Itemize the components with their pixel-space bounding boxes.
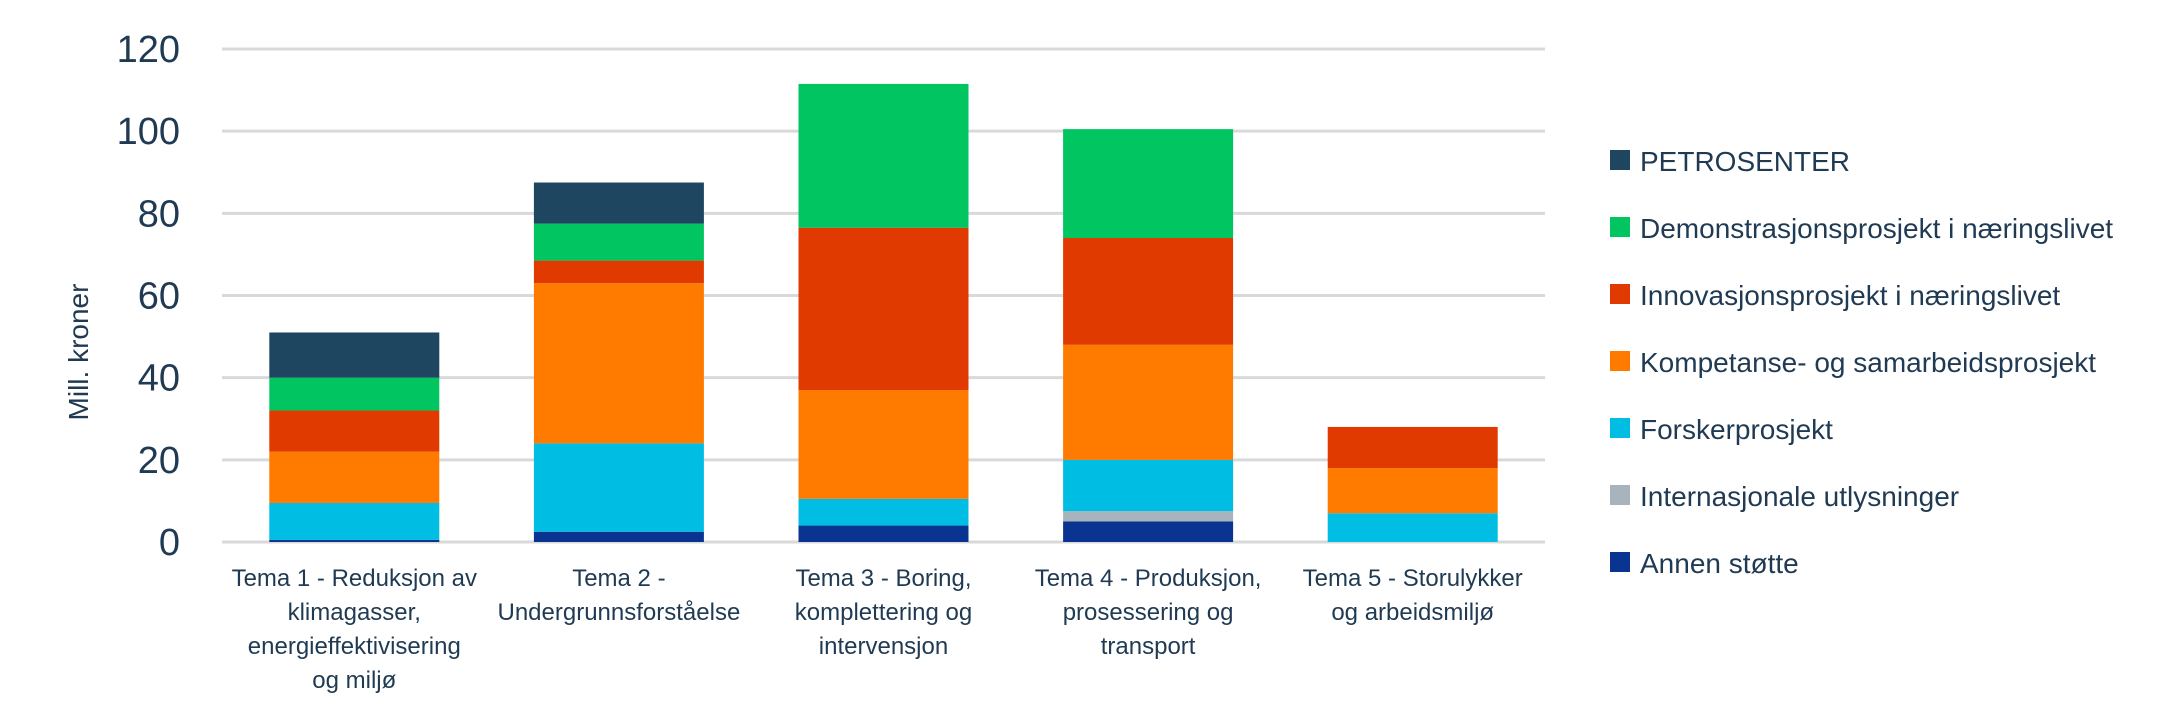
y-tick-label: 100 bbox=[117, 111, 180, 153]
y-axis-ticks: 0 20 40 60 80 100 120 bbox=[117, 29, 180, 564]
y-tick-label: 60 bbox=[138, 276, 180, 318]
bar-segment bbox=[798, 498, 969, 526]
legend-swatch bbox=[1610, 485, 1630, 505]
y-tick-label: 20 bbox=[138, 440, 180, 482]
x-tick-label-line: Tema 3 - Boring, bbox=[795, 565, 971, 592]
bar-segment bbox=[1327, 513, 1498, 542]
bar-segment bbox=[1063, 459, 1234, 512]
bar-segment bbox=[1327, 468, 1498, 514]
legend-entry: Annen støtte bbox=[1640, 548, 1799, 579]
bar-segment bbox=[533, 260, 704, 284]
bar-segment bbox=[533, 443, 704, 532]
bar-segment bbox=[1327, 426, 1498, 469]
x-tick-label-line: intervensjon bbox=[819, 633, 948, 660]
x-tick-label: Tema 4 - Produksjon, prosessering og trans… bbox=[1035, 565, 1262, 660]
legend-entry: Demonstrasjonsprosjekt i næringslivet bbox=[1640, 213, 2113, 244]
y-tick-label: 40 bbox=[138, 358, 180, 400]
x-axis-ticks: Tema 1 - Reduksjon av klimagasser, energie… bbox=[232, 565, 1523, 694]
bar-segment bbox=[1063, 237, 1234, 345]
bar-segment bbox=[533, 283, 704, 444]
x-tick-label-line: Tema 4 - Produksjon, bbox=[1035, 565, 1262, 592]
bar-segment bbox=[798, 525, 969, 542]
x-tick-label: Tema 2 - Undergrunnsforståelse bbox=[497, 565, 740, 626]
bars bbox=[269, 83, 1498, 542]
x-tick-label-line: og arbeidsmiljø bbox=[1331, 599, 1494, 626]
bar-segment bbox=[798, 83, 969, 228]
x-tick-label: Tema 3 - Boring, komplettering og interven… bbox=[795, 565, 972, 660]
legend-entry: Kompetanse- og samarbeidsprosjekt bbox=[1640, 347, 2096, 378]
bar-segment bbox=[533, 531, 704, 542]
bar-segment bbox=[798, 227, 969, 390]
x-tick-label-line: Tema 2 - bbox=[572, 565, 665, 592]
bar-segment bbox=[1063, 521, 1234, 542]
legend-swatch bbox=[1610, 552, 1630, 572]
x-tick-label: Tema 5 - Storulykker og arbeidsmiljø bbox=[1303, 565, 1523, 626]
bar-segment bbox=[798, 389, 969, 499]
x-tick-label-line: Undergrunnsforståelse bbox=[497, 599, 740, 626]
bar-segment bbox=[533, 182, 704, 224]
legend: PETROSENTER Demonstrasjonsprosjekt i næri… bbox=[1610, 146, 2113, 579]
x-tick-label-line: prosessering og bbox=[1063, 599, 1234, 626]
y-tick-label: 120 bbox=[117, 29, 180, 71]
legend-swatch bbox=[1610, 150, 1630, 170]
legend-swatch bbox=[1610, 284, 1630, 304]
bar-segment bbox=[1063, 129, 1234, 238]
x-tick-label-line: klimagasser, bbox=[288, 599, 421, 626]
bar-segment bbox=[269, 502, 440, 540]
x-tick-label-line: Tema 1 - Reduksjon av bbox=[232, 565, 477, 592]
legend-entry: Forskerprosjekt bbox=[1640, 414, 1833, 445]
bar-segment bbox=[1063, 511, 1234, 522]
legend-swatch bbox=[1610, 217, 1630, 237]
bar-segment bbox=[269, 451, 440, 503]
bar-segment bbox=[1063, 344, 1234, 460]
bar-segment bbox=[269, 410, 440, 452]
bar-segment bbox=[269, 332, 440, 378]
y-axis-label: Mill. kroner bbox=[63, 284, 94, 421]
bar-segment bbox=[269, 539, 440, 542]
legend-entry: PETROSENTER bbox=[1640, 146, 1850, 177]
y-tick-label: 80 bbox=[138, 193, 180, 235]
legend-entry: Innovasjonsprosjekt i næringslivet bbox=[1640, 280, 2060, 311]
x-tick-label-line: og miljø bbox=[312, 667, 396, 694]
legend-swatch bbox=[1610, 418, 1630, 438]
x-tick-label: Tema 1 - Reduksjon av klimagasser, energie… bbox=[232, 565, 477, 694]
legend-swatch bbox=[1610, 351, 1630, 371]
bar-segment bbox=[269, 377, 440, 411]
bar-segment bbox=[533, 223, 704, 261]
x-tick-label-line: Tema 5 - Storulykker bbox=[1303, 565, 1523, 592]
x-tick-label-line: energieffektivisering bbox=[248, 633, 461, 660]
x-tick-label-line: komplettering og bbox=[795, 599, 972, 626]
x-tick-label-line: transport bbox=[1101, 633, 1196, 660]
y-tick-label: 0 bbox=[159, 522, 180, 564]
legend-entry: Internasjonale utlysninger bbox=[1640, 481, 1959, 512]
